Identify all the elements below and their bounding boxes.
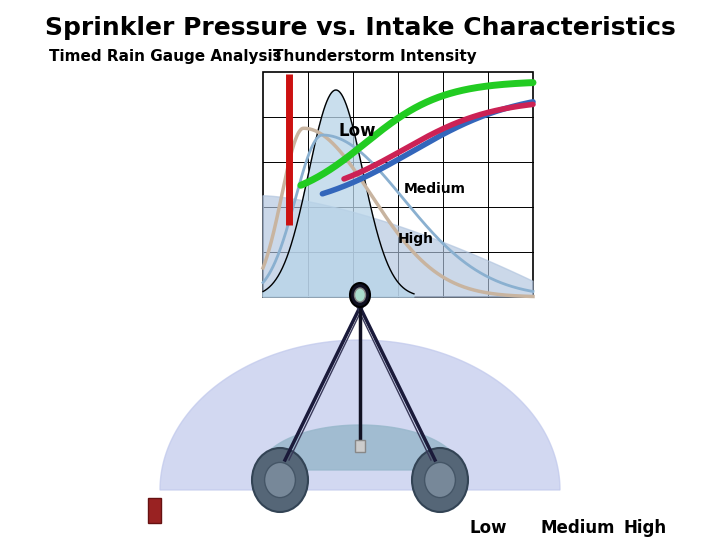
Text: Medium: Medium [403,182,465,196]
Polygon shape [263,90,414,297]
Polygon shape [263,195,533,297]
Ellipse shape [265,462,295,497]
Text: High: High [624,519,667,537]
Text: High: High [398,232,434,246]
Ellipse shape [350,283,370,307]
Text: Timed Rain Gauge Analysis: Timed Rain Gauge Analysis [49,49,282,64]
Text: Low: Low [338,122,376,139]
Bar [355,440,365,452]
Ellipse shape [425,462,456,497]
Bar [263,72,533,297]
Bar [148,498,161,523]
Polygon shape [260,425,460,470]
Text: Thunderstorm Intensity: Thunderstorm Intensity [273,49,477,64]
Text: Medium: Medium [541,519,616,537]
Ellipse shape [412,448,468,512]
Text: Low: Low [469,519,507,537]
Ellipse shape [252,448,308,512]
Polygon shape [160,340,560,490]
Ellipse shape [354,288,366,302]
Text: Sprinkler Pressure vs. Intake Characteristics: Sprinkler Pressure vs. Intake Characteri… [45,16,675,40]
